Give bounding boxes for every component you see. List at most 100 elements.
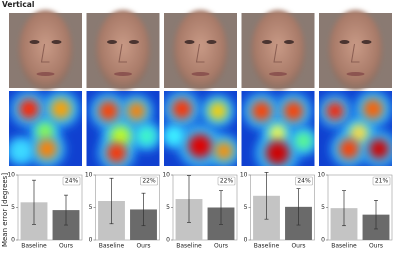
heat-spot (13, 143, 29, 159)
nose (195, 43, 205, 63)
x-tick-label: Baseline (99, 243, 125, 250)
y-tick-label: 0 (89, 237, 93, 244)
eye (339, 40, 350, 44)
heat-spot (37, 123, 53, 139)
heat-spot (19, 99, 39, 119)
heat-spot (188, 134, 212, 158)
annotation-box (217, 176, 236, 186)
x-tick-label: Baseline (176, 243, 202, 250)
error-bar (374, 200, 378, 230)
heat-spot (172, 99, 192, 119)
heat-spot (295, 133, 312, 149)
eye (51, 40, 62, 44)
heat-spot (283, 101, 304, 121)
y-tick-label: 10 (85, 172, 93, 179)
face-image (9, 10, 82, 90)
annotation: 21% (375, 178, 389, 185)
heat-spot (110, 126, 131, 146)
annotation-box (295, 176, 313, 186)
heat-spot (98, 101, 119, 121)
annotation: 24% (65, 178, 79, 185)
heat-spot (138, 128, 155, 144)
error-bar (296, 188, 301, 226)
heatmap-layer (241, 91, 315, 166)
x-tick-label: Ours (59, 243, 73, 250)
eye (29, 40, 40, 44)
face-image (164, 10, 237, 90)
heatmap-layer (9, 91, 82, 166)
heat-spot (127, 102, 146, 120)
figure-title: Vertical (2, 0, 34, 9)
x-tick-label: Baseline (21, 243, 47, 250)
mouth (114, 72, 132, 76)
eye (262, 40, 272, 44)
nose (350, 43, 360, 63)
y-tick-label: 10 (317, 172, 325, 179)
heat-spot (339, 139, 359, 159)
error-bar (141, 192, 146, 227)
y-tick-label: 0 (244, 237, 248, 244)
heat-spot (167, 129, 181, 143)
face-image (319, 10, 392, 90)
heat-spot (369, 139, 389, 159)
annotation: 22% (220, 178, 234, 185)
heat-spot (363, 99, 383, 119)
error-bar (109, 177, 114, 225)
face (328, 10, 383, 90)
eye (184, 40, 195, 44)
y-tick-label: 5 (166, 204, 170, 211)
error-bar (187, 175, 191, 223)
heat-spot (51, 99, 71, 119)
face (96, 10, 150, 90)
eye (107, 40, 117, 44)
heat-spot (209, 102, 227, 120)
x-tick-label: Ours (369, 243, 383, 250)
y-axis-label: Mean error [degrees] (1, 173, 9, 247)
face (251, 10, 305, 90)
eye (361, 40, 372, 44)
heatmap-image (319, 91, 392, 166)
mouth (191, 72, 210, 76)
nose (118, 43, 127, 63)
y-tick-label: 10 (7, 172, 15, 179)
x-tick-label: Baseline (254, 243, 280, 250)
heat-spot (265, 141, 290, 165)
error-bar (219, 190, 223, 225)
y-tick-label: 10 (240, 172, 248, 179)
heat-spot (106, 143, 127, 163)
error-bar (264, 172, 269, 220)
x-tick-label: Baseline (331, 243, 357, 250)
y-tick-label: 5 (321, 204, 325, 211)
eye (284, 40, 294, 44)
x-tick-label: Ours (214, 243, 228, 250)
x-tick-label: Ours (291, 243, 305, 250)
annotation: 22% (142, 178, 156, 185)
nose (40, 43, 50, 63)
mouth (269, 72, 287, 76)
y-tick-label: 0 (166, 237, 170, 244)
face-image (241, 10, 315, 90)
heat-spot (269, 125, 286, 141)
heat-spot (215, 142, 233, 160)
heat-spot (350, 124, 368, 142)
heatmap-layer (86, 91, 160, 166)
annotation-box (62, 176, 81, 186)
mouth (36, 72, 55, 76)
error-bar (342, 190, 346, 227)
nose (273, 43, 282, 63)
face-image (86, 10, 160, 90)
error-bar (64, 194, 68, 226)
y-tick-label: 5 (89, 204, 93, 211)
annotation-box (372, 176, 391, 186)
eye (129, 40, 139, 44)
heatmap-image (241, 91, 315, 166)
heat-spot (326, 102, 344, 120)
y-tick-label: 0 (11, 237, 15, 244)
error-bar (32, 179, 36, 225)
x-tick-label: Ours (136, 243, 150, 250)
y-tick-label: 5 (11, 204, 15, 211)
annotation-box (140, 176, 158, 186)
mouth (346, 72, 365, 76)
heat-spot (251, 101, 272, 121)
